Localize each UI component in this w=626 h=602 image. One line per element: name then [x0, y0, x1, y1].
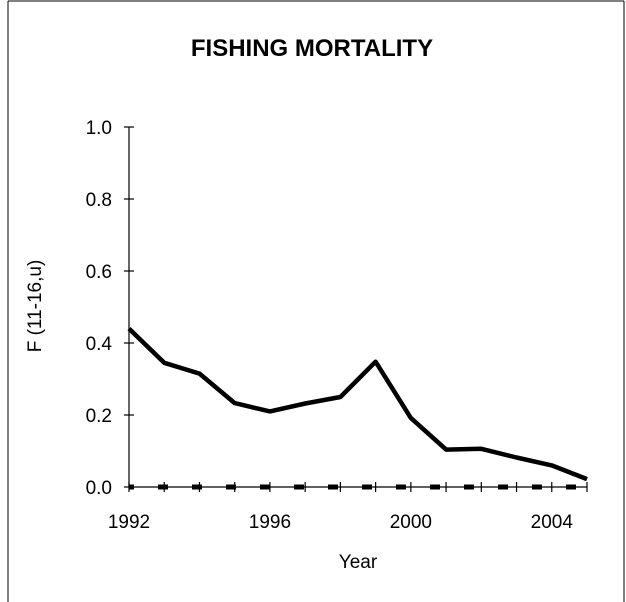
y-tick-label: 0.6 — [86, 262, 112, 283]
y-tick-label: 0.0 — [86, 478, 112, 499]
y-ticks: 0.0 0.2 0.4 0.6 0.8 1.0 — [86, 118, 134, 499]
x-tick-label: 2000 — [390, 512, 432, 533]
x-tick-label: 1992 — [108, 512, 150, 533]
x-tick-label: 1996 — [249, 512, 291, 533]
series-line — [127, 326, 588, 482]
series-layer — [127, 326, 588, 490]
x-ticks: 1992 1996 2000 2004 — [108, 482, 588, 533]
chart-title: FISHING MORTALITY — [191, 35, 433, 62]
y-tick-label: 1.0 — [86, 118, 112, 139]
y-tick-label: 0.4 — [86, 334, 113, 355]
y-tick-label: 0.8 — [86, 190, 112, 211]
x-axis-label: Year — [339, 552, 378, 573]
y-tick-label: 0.2 — [86, 406, 112, 427]
x-tick-label: 2004 — [531, 512, 574, 533]
y-axis-label: F (11-16,u) — [25, 260, 46, 353]
